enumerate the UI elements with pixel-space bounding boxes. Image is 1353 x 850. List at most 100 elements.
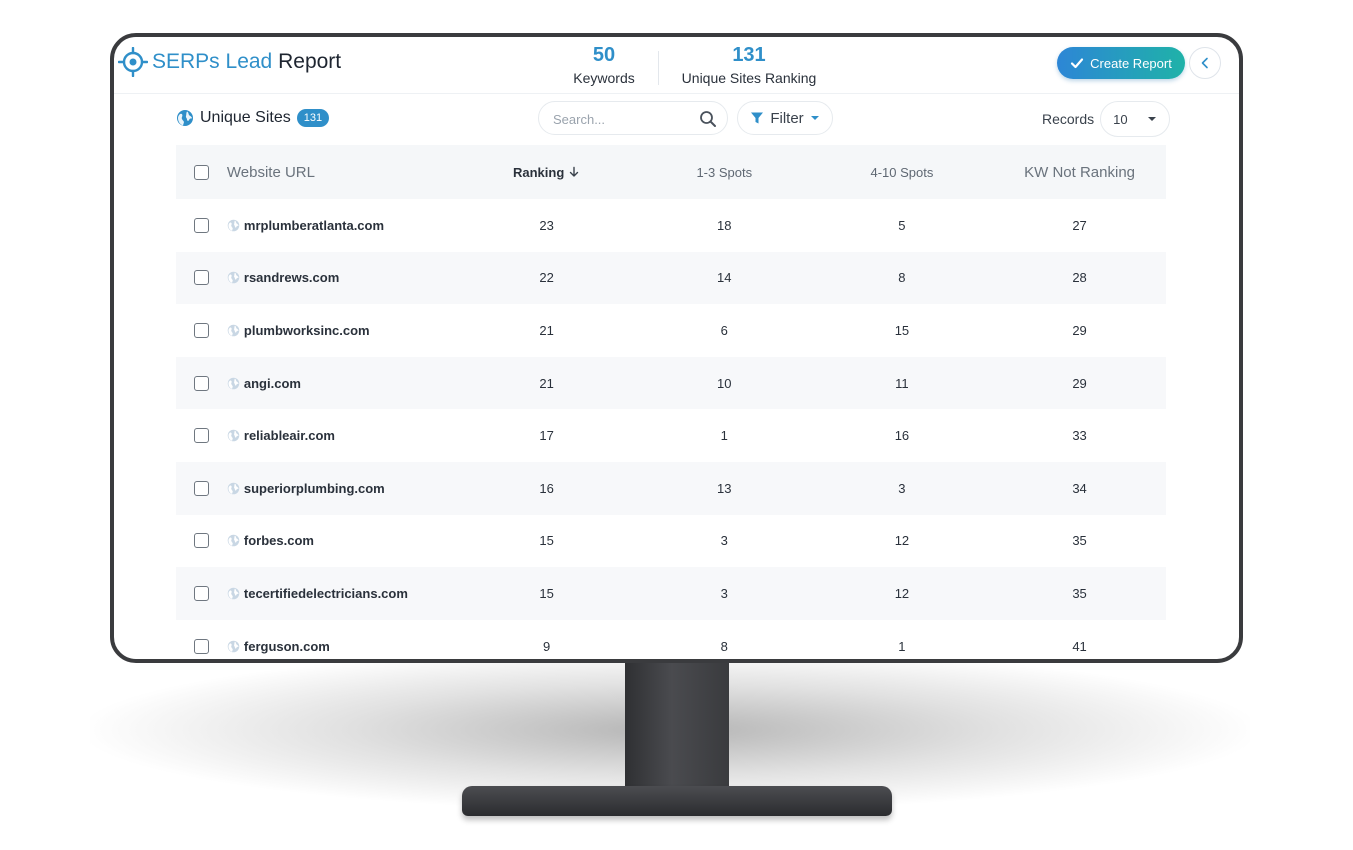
row-top3: 13 xyxy=(717,480,732,496)
row-checkbox[interactable] xyxy=(193,375,209,391)
row-checkbox[interactable] xyxy=(193,533,209,549)
row-checkbox[interactable] xyxy=(193,270,209,286)
row-url-cell: rsandrews.com xyxy=(227,270,456,285)
table-row[interactable]: superiorplumbing.com 16 13 3 34 xyxy=(176,461,1166,515)
row-not-ranking: 29 xyxy=(1072,375,1087,391)
table-row[interactable]: rsandrews.com 22 14 8 28 xyxy=(176,251,1166,305)
search-input[interactable] xyxy=(551,109,695,129)
table-row[interactable]: ferguson.com 9 8 1 41 xyxy=(176,619,1166,659)
stat-unique-sites-value: 131 xyxy=(732,44,766,66)
row-ranking: 16 xyxy=(539,480,554,496)
column-header-ranking[interactable]: Ranking xyxy=(455,165,637,180)
row-checkbox[interactable] xyxy=(193,322,209,338)
unique-sites-count-badge: 131 xyxy=(296,109,330,127)
row-url-cell: tecertifiedelectricians.com xyxy=(227,586,456,601)
stat-unique-sites-label: Unique Sites Ranking xyxy=(681,70,817,86)
monitor-stand-neck xyxy=(625,655,729,803)
row-checkbox[interactable] xyxy=(193,638,209,654)
globe-icon xyxy=(227,377,240,389)
row-url-link[interactable]: forbes.com xyxy=(243,533,314,549)
select-all-cell xyxy=(176,164,227,180)
search-icon[interactable] xyxy=(699,110,717,128)
row-top10: 12 xyxy=(894,533,910,549)
globe-icon xyxy=(227,272,240,284)
row-not-ranking: 41 xyxy=(1072,638,1087,654)
create-report-button[interactable]: Create Report xyxy=(1057,47,1185,79)
stat-keywords-label: Keywords xyxy=(573,70,635,86)
app-title: SERPs Lead Report xyxy=(152,50,341,74)
row-select-cell xyxy=(176,480,227,496)
unique-sites-table: Website URL Ranking 1-3 Spots 4-10 Spots… xyxy=(176,145,1166,659)
row-top3: 6 xyxy=(720,322,728,338)
row-checkbox[interactable] xyxy=(193,480,209,496)
records-control: Records 10 xyxy=(1042,101,1171,137)
filter-label: Filter xyxy=(770,109,804,127)
row-not-ranking: 28 xyxy=(1072,270,1087,286)
row-not-ranking: 35 xyxy=(1072,585,1087,601)
row-checkbox[interactable] xyxy=(193,217,209,233)
filter-button[interactable]: Filter xyxy=(737,101,833,135)
table-header: Website URL Ranking 1-3 Spots 4-10 Spots… xyxy=(176,145,1166,199)
globe-icon xyxy=(227,482,240,495)
table-row[interactable]: plumbworksinc.com 21 6 15 29 xyxy=(176,304,1166,357)
row-url-cell: plumbworksinc.com xyxy=(227,323,456,338)
records-select[interactable]: 10 xyxy=(1100,101,1171,137)
row-url-link[interactable]: plumbworksinc.com xyxy=(243,322,370,338)
row-url-cell: ferguson.com xyxy=(227,639,456,654)
row-url-cell: mrplumberatlanta.com xyxy=(227,218,456,233)
unique-sites-title: Unique Sites xyxy=(200,109,291,126)
table-row[interactable]: reliableair.com 17 1 16 33 xyxy=(176,409,1166,462)
row-select-cell xyxy=(176,217,227,233)
column-header-top3[interactable]: 1-3 Spots xyxy=(696,164,753,180)
table-row[interactable]: angi.com 21 10 11 29 xyxy=(176,356,1166,410)
column-header-top10[interactable]: 4-10 Spots xyxy=(870,164,934,180)
row-url-link[interactable]: rsandrews.com xyxy=(243,270,340,286)
caret-down-icon xyxy=(1148,117,1157,121)
select-all-checkbox[interactable] xyxy=(193,164,209,180)
column-header-not-ranking[interactable]: KW Not Ranking xyxy=(1024,163,1135,181)
table-row[interactable]: forbes.com 15 3 12 35 xyxy=(176,514,1166,568)
search-box xyxy=(538,101,728,135)
caret-down-icon xyxy=(810,116,819,120)
globe-icon xyxy=(227,219,240,232)
app-screen: SERPs Lead Report 50 Keywords 131 Unique… xyxy=(114,37,1239,659)
row-select-cell xyxy=(176,428,227,444)
row-url-link[interactable]: tecertifiedelectricians.com xyxy=(243,585,408,601)
app-title-accent: SERPs Lead xyxy=(152,50,273,73)
collapse-button[interactable] xyxy=(1189,47,1221,79)
stat-keywords-value: 50 xyxy=(592,44,616,66)
row-url-cell: superiorplumbing.com xyxy=(227,481,456,496)
stat-keywords: 50 Keywords xyxy=(564,43,644,87)
row-checkbox[interactable] xyxy=(193,428,209,444)
row-url-link[interactable]: mrplumberatlanta.com xyxy=(243,217,385,233)
row-url-link[interactable]: reliableair.com xyxy=(243,428,335,444)
table-row[interactable]: tecertifiedelectricians.com 15 3 12 35 xyxy=(176,567,1166,620)
row-top3: 10 xyxy=(717,375,732,391)
row-url-link[interactable]: superiorplumbing.com xyxy=(243,480,385,496)
row-url-cell: forbes.com xyxy=(227,533,456,548)
row-select-cell xyxy=(176,375,227,391)
row-top10: 8 xyxy=(898,270,906,286)
globe-icon xyxy=(227,640,240,652)
row-top3: 14 xyxy=(717,270,732,286)
stat-divider xyxy=(658,51,659,85)
row-top10: 16 xyxy=(894,428,910,444)
row-checkbox[interactable] xyxy=(193,585,209,601)
row-top10: 3 xyxy=(898,480,906,496)
row-ranking: 9 xyxy=(543,638,551,654)
table-row[interactable]: mrplumberatlanta.com 23 18 5 27 xyxy=(176,199,1166,252)
row-top10: 5 xyxy=(898,217,906,233)
app-title-main: Report xyxy=(278,50,342,73)
globe-icon xyxy=(177,110,193,126)
records-label: Records xyxy=(1042,111,1095,127)
row-ranking: 15 xyxy=(539,585,554,601)
row-url-link[interactable]: angi.com xyxy=(243,375,301,391)
globe-icon xyxy=(227,324,240,337)
row-top3: 3 xyxy=(720,533,728,549)
globe-icon xyxy=(227,587,240,600)
monitor-frame: SERPs Lead Report 50 Keywords 131 Unique… xyxy=(110,33,1243,663)
chevron-left-icon xyxy=(1201,57,1208,69)
row-url-link[interactable]: ferguson.com xyxy=(243,638,330,654)
unique-sites-heading: Unique Sites 131 xyxy=(176,109,330,127)
column-header-url[interactable]: Website URL xyxy=(226,163,315,181)
